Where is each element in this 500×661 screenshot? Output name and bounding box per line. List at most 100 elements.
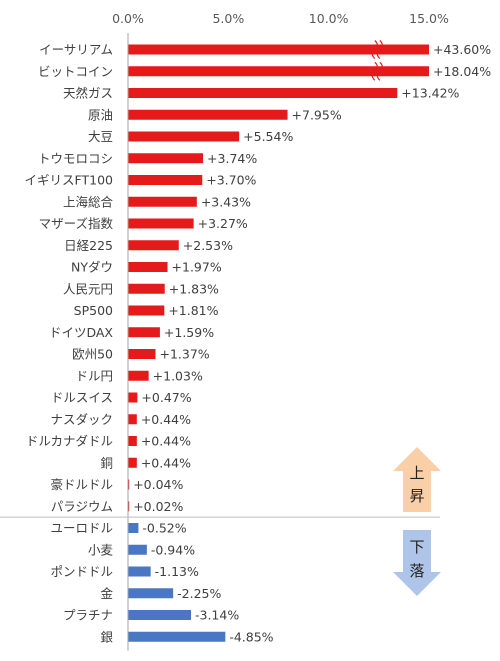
- data-label: +13.42%: [401, 86, 459, 101]
- category-label: プラチナ: [63, 608, 113, 623]
- category-label: トウモロコシ: [38, 151, 113, 166]
- bar: [128, 349, 156, 359]
- data-label: +5.54%: [243, 129, 293, 144]
- category-label: 原油: [88, 107, 113, 122]
- category-label: ビットコイン: [38, 64, 113, 79]
- data-label: -4.85%: [229, 629, 273, 644]
- category-label: 金: [100, 586, 113, 601]
- bar: [128, 196, 197, 207]
- down-arrow-char-1: 下: [409, 538, 424, 556]
- bar: [128, 327, 160, 338]
- axis-break-mark: [371, 61, 378, 81]
- data-label: -0.52%: [142, 521, 186, 536]
- x-tick-label: 15.0%: [409, 11, 449, 26]
- x-axis-ticks: 0.0% 5.0% 10.0% 15.0%: [112, 11, 449, 26]
- bar: [128, 44, 429, 55]
- down-arrow-shape: [393, 530, 441, 596]
- data-label: +1.03%: [153, 368, 203, 383]
- category-label: 大豆: [88, 129, 113, 144]
- category-label: 豪ドルドル: [50, 477, 113, 492]
- data-label: +1.59%: [164, 325, 214, 340]
- bar: [128, 610, 192, 620]
- category-label: 銀: [100, 629, 113, 644]
- data-label: +3.70%: [206, 173, 256, 188]
- axis-break-mark: [371, 40, 378, 59]
- x-tick-label: 10.0%: [309, 11, 349, 26]
- category-label: 日経225: [64, 238, 113, 253]
- category-label: ドルカナダドル: [26, 434, 113, 449]
- data-label: +3.27%: [198, 216, 248, 231]
- axis-break-mark: [376, 61, 383, 81]
- category-label: ユーロドル: [50, 521, 113, 536]
- data-label: +3.74%: [207, 151, 257, 166]
- data-labels: +43.60% +18.04% +13.42% +7.95% +5.54% +3.74% +…: [133, 42, 491, 644]
- x-tick-label: 0.0%: [112, 11, 144, 26]
- category-label: イギリスFT100: [25, 173, 114, 188]
- bar: [128, 436, 137, 446]
- down-arrow: 下 落: [393, 530, 441, 596]
- up-arrow: 上 昇: [393, 447, 441, 512]
- bar: [128, 631, 226, 642]
- category-label: 銅: [100, 455, 113, 470]
- bar: [128, 131, 240, 142]
- bar: [128, 414, 137, 425]
- data-label: -2.25%: [177, 586, 221, 601]
- bar: [128, 392, 138, 403]
- bar: [128, 66, 429, 77]
- bar: [128, 109, 288, 120]
- category-label: 天然ガス: [63, 86, 113, 101]
- bar: [128, 88, 398, 98]
- data-label: +1.37%: [159, 347, 209, 362]
- data-label: +1.81%: [168, 303, 218, 318]
- category-label: ナスダック: [50, 412, 113, 427]
- bar: [128, 588, 174, 599]
- data-label: +0.02%: [133, 499, 183, 514]
- data-label: +43.60%: [433, 42, 491, 57]
- up-arrow-char-1: 上: [409, 464, 424, 482]
- category-label: マザーズ指数: [39, 216, 114, 231]
- data-label: +0.44%: [141, 434, 191, 449]
- bar: [128, 218, 194, 229]
- up-arrow-shape: [393, 447, 441, 512]
- category-label: パラジウム: [51, 499, 113, 514]
- bar: [128, 283, 165, 294]
- bar: [128, 305, 165, 316]
- data-label: +0.04%: [133, 477, 183, 492]
- axis-breaks: [371, 40, 383, 81]
- bar: [128, 457, 137, 468]
- bar: [128, 370, 149, 381]
- bar: [128, 566, 151, 577]
- data-label: +0.47%: [141, 390, 191, 405]
- category-label: 小麦: [88, 542, 114, 557]
- bar: [128, 523, 139, 533]
- category-label: イーサリアム: [39, 42, 113, 57]
- data-label: +1.97%: [172, 260, 222, 275]
- axis-break-mark: [376, 40, 383, 59]
- data-label: +18.04%: [433, 64, 491, 79]
- data-label: +0.44%: [141, 455, 191, 470]
- category-label: 人民元円: [63, 281, 113, 296]
- data-label: +7.95%: [292, 107, 342, 122]
- category-label: ポンドドル: [50, 564, 113, 579]
- category-label: ドルスイス: [51, 390, 113, 405]
- bar: [128, 501, 130, 512]
- down-arrow-char-2: 落: [409, 562, 424, 580]
- up-arrow-char-2: 昇: [409, 487, 424, 505]
- category-label: 上海総合: [63, 194, 114, 209]
- x-tick-label: 5.0%: [212, 11, 244, 26]
- data-label: +0.44%: [141, 412, 191, 427]
- bar: [128, 175, 203, 185]
- data-label: -3.14%: [195, 608, 239, 623]
- data-label: -0.94%: [151, 542, 195, 557]
- bars: [128, 44, 429, 642]
- data-label: +1.83%: [169, 281, 219, 296]
- category-label: ドイツDAX: [49, 325, 113, 340]
- data-label: -1.13%: [155, 564, 199, 579]
- bar: [128, 479, 130, 490]
- bar: [128, 153, 204, 164]
- bar: [128, 544, 147, 555]
- bar: [128, 240, 179, 251]
- bar: [128, 262, 168, 272]
